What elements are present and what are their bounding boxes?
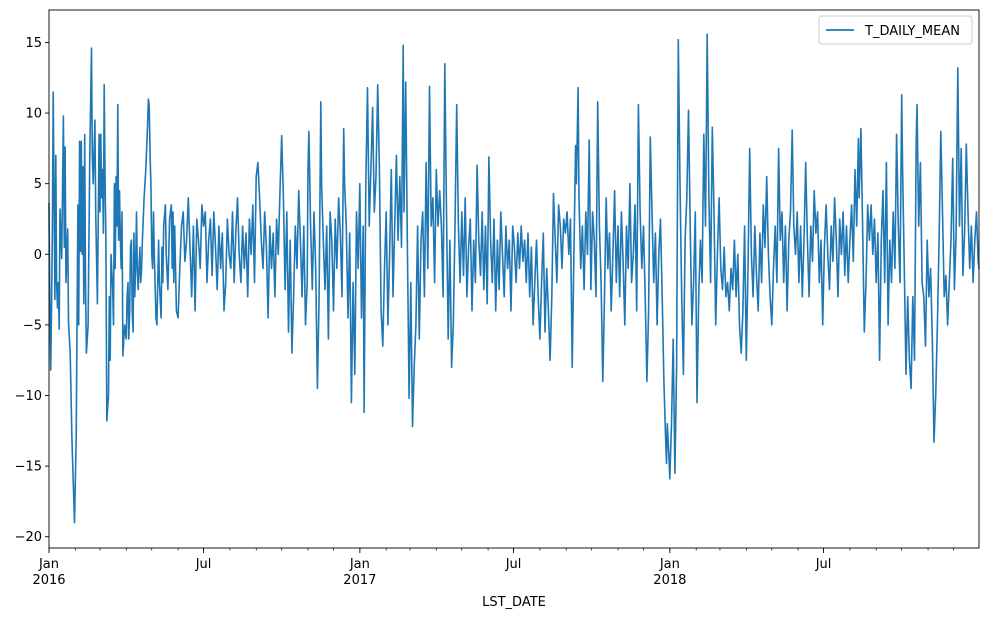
- x-tick-label: Jul: [505, 557, 522, 572]
- y-tick-label: 0: [34, 248, 42, 263]
- legend-label: T_DAILY_MEAN: [864, 24, 960, 39]
- y-tick-label: 15: [25, 36, 42, 51]
- x-tick-label: Jan: [659, 557, 680, 572]
- y-tick-label: 5: [34, 177, 42, 192]
- x-tick-year-label: 2018: [653, 573, 686, 588]
- series-line-t-daily-mean: [48, 33, 980, 524]
- plot-area: [48, 33, 980, 524]
- y-tick-label: −15: [15, 460, 42, 475]
- y-axis: −20 −15 −10 −5 0 5 10 15: [15, 36, 49, 545]
- y-tick-label: 10: [25, 107, 42, 122]
- x-tick-year-label: 2016: [32, 573, 65, 588]
- legend-box: [818, 15, 973, 45]
- y-tick-label: −10: [15, 389, 42, 404]
- y-tick-label: −5: [23, 318, 42, 333]
- x-tick-label: Jul: [815, 557, 832, 572]
- x-tick-label: Jul: [195, 557, 212, 572]
- x-tick-label: Jan: [38, 557, 59, 572]
- legend: T_DAILY_MEAN: [818, 15, 973, 45]
- x-tick-label: Jan: [349, 557, 370, 572]
- y-tick-label: −20: [15, 530, 42, 545]
- x-axis-title: LST_DATE: [482, 595, 546, 610]
- x-tick-year-label: 2017: [343, 573, 376, 588]
